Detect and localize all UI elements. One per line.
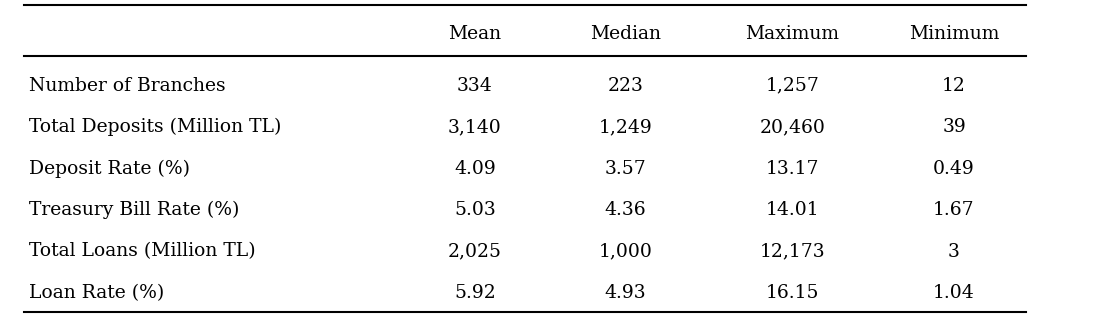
Text: Total Deposits (Million TL): Total Deposits (Million TL): [29, 118, 281, 136]
Text: Treasury Bill Rate (%): Treasury Bill Rate (%): [29, 201, 240, 219]
Text: 3,140: 3,140: [448, 118, 502, 136]
Text: 1,257: 1,257: [765, 77, 820, 95]
Text: 1,000: 1,000: [599, 242, 652, 260]
Text: 3: 3: [948, 242, 960, 260]
Text: 4.93: 4.93: [604, 284, 646, 302]
Text: Deposit Rate (%): Deposit Rate (%): [29, 159, 190, 178]
Text: 3.57: 3.57: [604, 159, 647, 177]
Text: 1.67: 1.67: [933, 201, 975, 219]
Text: 39: 39: [942, 118, 966, 136]
Text: Total Loans (Million TL): Total Loans (Million TL): [29, 242, 256, 260]
Text: 223: 223: [608, 77, 643, 95]
Text: Minimum: Minimum: [909, 25, 1000, 43]
Text: 20,460: 20,460: [760, 118, 825, 136]
Text: 14.01: 14.01: [765, 201, 819, 219]
Text: Maximum: Maximum: [745, 25, 840, 43]
Text: 1.04: 1.04: [933, 284, 975, 302]
Text: 334: 334: [457, 77, 493, 95]
Text: 4.36: 4.36: [604, 201, 646, 219]
Text: 12: 12: [942, 77, 966, 95]
Text: Median: Median: [590, 25, 661, 43]
Text: Loan Rate (%): Loan Rate (%): [29, 284, 164, 302]
Text: 16.15: 16.15: [766, 284, 819, 302]
Text: 0.49: 0.49: [933, 159, 975, 177]
Text: 2,025: 2,025: [448, 242, 502, 260]
Text: Number of Branches: Number of Branches: [29, 77, 226, 95]
Text: 12,173: 12,173: [760, 242, 825, 260]
Text: 4.09: 4.09: [454, 159, 496, 177]
Text: 5.92: 5.92: [454, 284, 496, 302]
Text: 5.03: 5.03: [454, 201, 496, 219]
Text: 1,249: 1,249: [599, 118, 652, 136]
Text: Mean: Mean: [448, 25, 502, 43]
Text: 13.17: 13.17: [766, 159, 819, 177]
